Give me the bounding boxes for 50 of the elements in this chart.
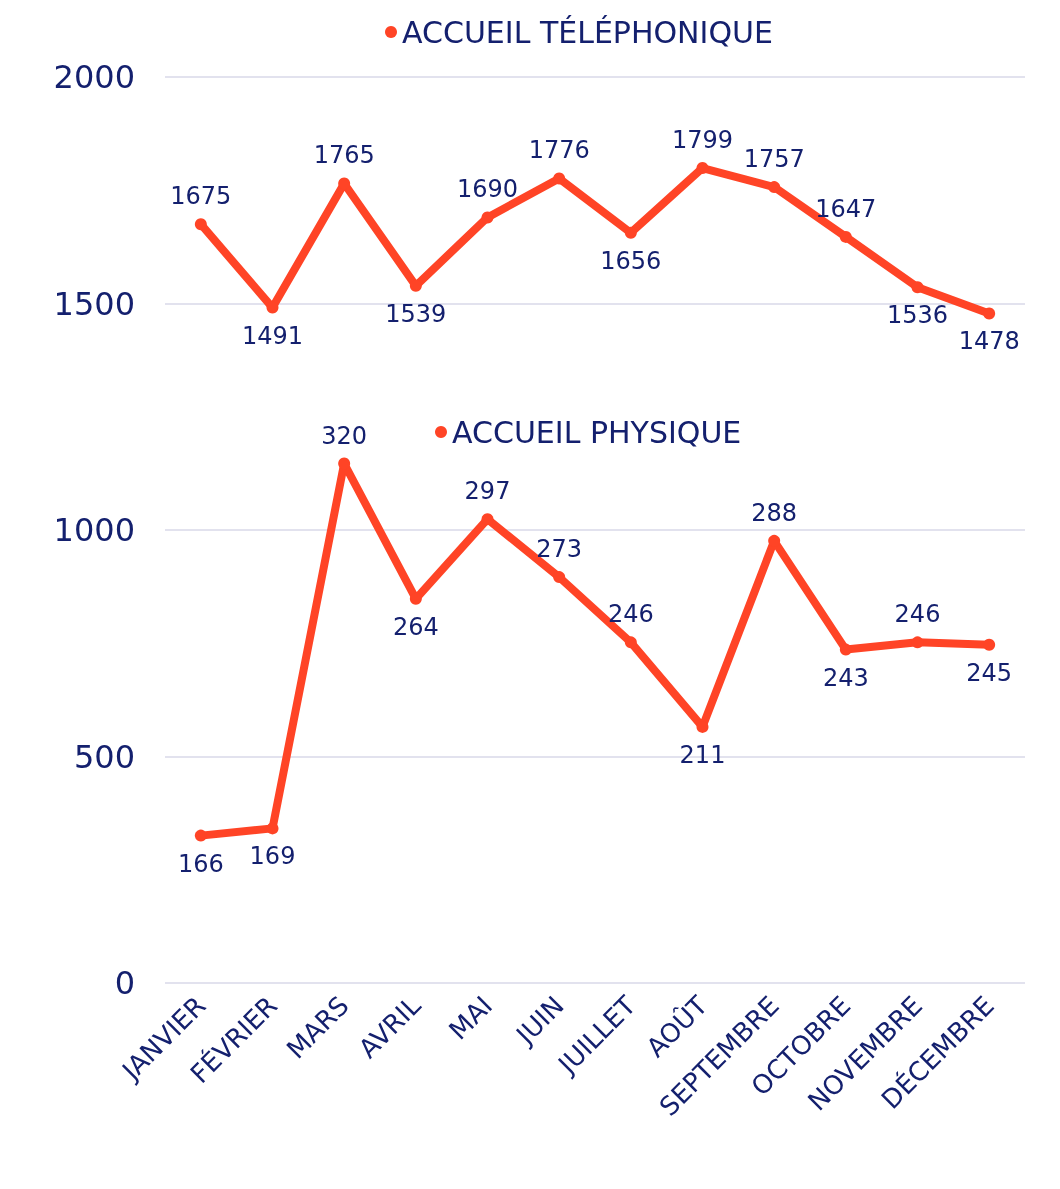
legend-label: ACCUEIL TÉLÉPHONIQUE	[402, 14, 773, 50]
point	[481, 513, 494, 526]
data-label: 1757	[743, 145, 805, 174]
data-label: 211	[679, 740, 726, 769]
data-label: 245	[966, 658, 1013, 687]
data-label: 1765	[313, 141, 375, 170]
y-tick-label: 1500	[53, 284, 135, 323]
point	[553, 571, 566, 584]
data-label: 246	[607, 600, 654, 629]
y-tick-label: 2000	[53, 58, 135, 96]
y-tick-label: 1000	[53, 511, 135, 549]
point	[911, 636, 924, 649]
data-label: 1656	[600, 246, 662, 275]
point	[409, 279, 422, 292]
point	[553, 172, 566, 185]
data-label: 243	[822, 663, 869, 692]
data-label: 1776	[528, 136, 590, 165]
data-label: 273	[536, 535, 583, 564]
data-label: 1647	[815, 194, 877, 223]
point	[194, 829, 207, 842]
data-label: 1539	[385, 299, 447, 328]
data-label: 1478	[958, 327, 1020, 356]
data-label: 1799	[671, 126, 734, 155]
data-label: 1491	[241, 321, 304, 350]
y-tick-label: 500	[73, 737, 135, 776]
y-tick-label: 0	[114, 964, 135, 1002]
data-label: 288	[751, 498, 798, 527]
data-label: 264	[392, 612, 439, 641]
point	[983, 638, 996, 651]
point	[696, 162, 709, 175]
point	[839, 230, 852, 243]
data-label: 1690	[456, 175, 519, 204]
point	[768, 181, 781, 194]
data-label: 246	[894, 600, 941, 629]
point	[624, 636, 637, 649]
data-label: 1675	[170, 182, 232, 211]
data-label: 169	[249, 842, 296, 871]
point	[624, 226, 637, 239]
point	[481, 211, 494, 224]
legend-label: ACCUEIL PHYSIQUE	[452, 414, 742, 450]
data-label: 297	[464, 477, 511, 506]
x-tick-label: MAI	[443, 990, 499, 1046]
data-label: 166	[177, 849, 224, 878]
point	[839, 643, 852, 656]
point	[194, 218, 207, 231]
point	[266, 822, 279, 835]
data-label: 1536	[886, 301, 949, 330]
point	[911, 281, 924, 294]
data-label: 320	[321, 421, 368, 450]
point	[983, 307, 996, 320]
